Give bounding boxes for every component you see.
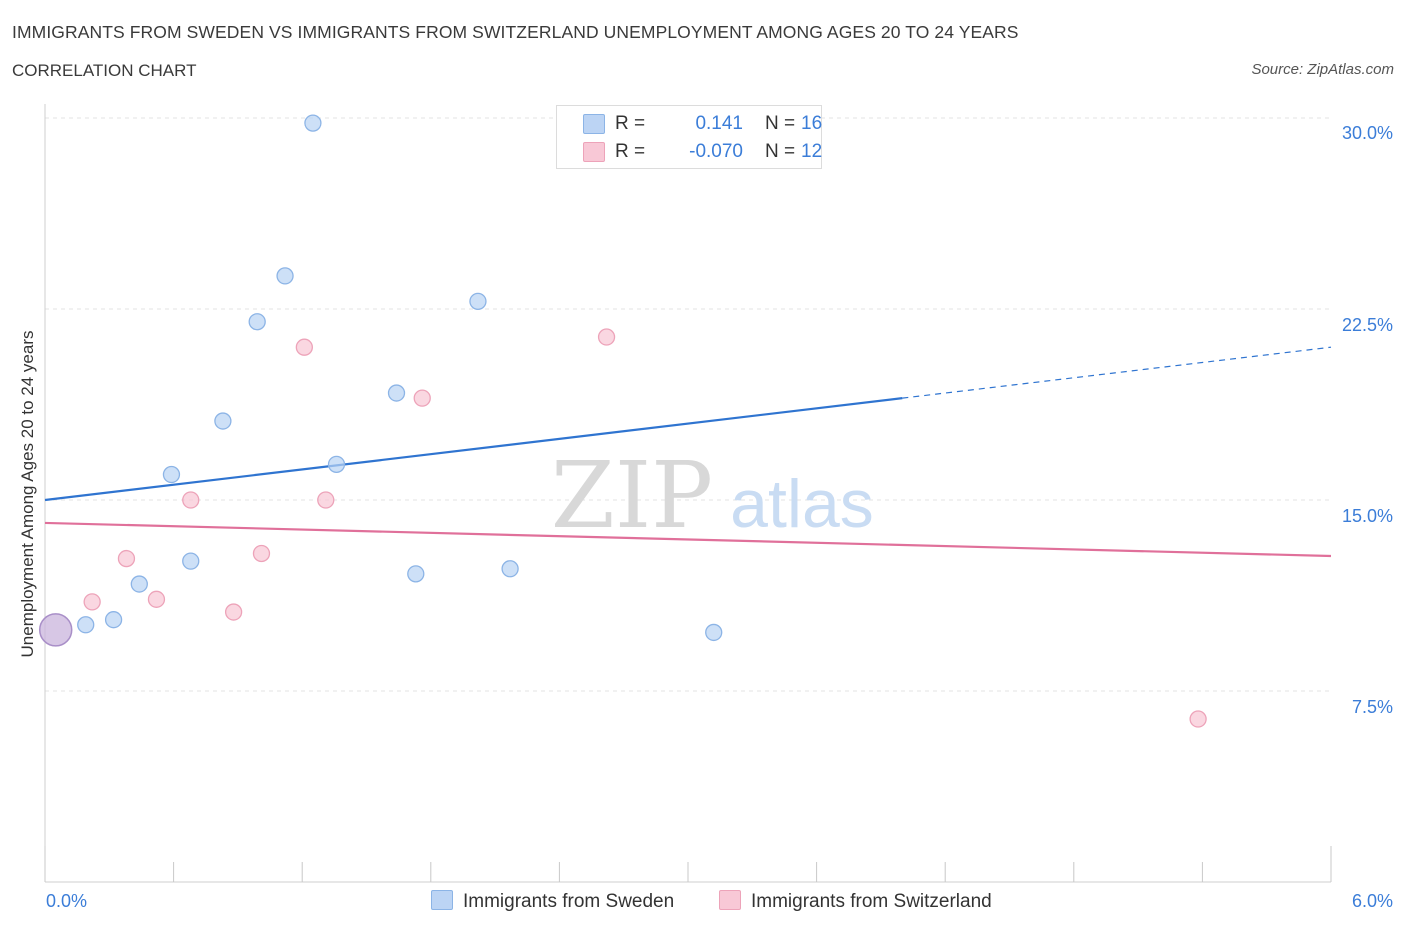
r-label: R = bbox=[615, 113, 646, 134]
sweden-trend-extension bbox=[902, 346, 1332, 399]
y-tick-label: 15.0% bbox=[1341, 506, 1393, 526]
watermark: ZIP atlas bbox=[551, 442, 874, 549]
switzerland-point bbox=[182, 491, 200, 509]
x-tick-label-min: 0.0% bbox=[46, 891, 88, 911]
sweden-point bbox=[387, 384, 406, 402]
switzerland-trend-line bbox=[44, 521, 1332, 558]
chart-title: IMMIGRANTS FROM SWEDEN VS IMMIGRANTS FRO… bbox=[12, 22, 1019, 42]
sweden-point bbox=[162, 465, 181, 484]
sweden-point bbox=[214, 412, 232, 430]
trend-lines bbox=[44, 346, 1332, 558]
sweden-point bbox=[182, 552, 200, 570]
switzerland-point bbox=[224, 603, 243, 621]
sweden-swatch bbox=[583, 114, 605, 134]
watermark-zip: ZIP bbox=[551, 442, 713, 549]
sweden-point bbox=[77, 616, 95, 634]
switzerland-point bbox=[317, 491, 335, 509]
n-value: 12 bbox=[801, 141, 823, 162]
chart-subtitle: CORRELATION CHART bbox=[12, 61, 197, 80]
sweden-point bbox=[130, 575, 148, 593]
r-value: -0.070 bbox=[689, 141, 743, 162]
switzerland-swatch bbox=[719, 890, 741, 910]
sweden-point bbox=[501, 560, 519, 578]
y-tick-label: 22.5% bbox=[1341, 315, 1393, 335]
n-label: N = bbox=[765, 113, 796, 134]
sweden-swatch bbox=[431, 890, 453, 910]
watermark-atlas: atlas bbox=[730, 466, 874, 542]
switzerland-point bbox=[147, 590, 166, 608]
sweden-point bbox=[276, 267, 294, 285]
sweden-point bbox=[104, 611, 123, 629]
switzerland-point bbox=[597, 328, 616, 346]
sweden-point bbox=[407, 565, 425, 583]
switzerland-point bbox=[295, 338, 313, 356]
sweden-point bbox=[304, 114, 322, 132]
legend-item-switzerland[interactable]: Immigrants from Switzerland bbox=[719, 890, 992, 913]
y-tick-label: 7.5% bbox=[1351, 697, 1393, 717]
sweden-point bbox=[248, 313, 266, 331]
sweden-trend-line bbox=[44, 397, 903, 502]
sweden-point bbox=[705, 623, 723, 642]
y-axis-label: Unemployment Among Ages 20 to 24 years bbox=[18, 330, 37, 658]
sweden-point bbox=[327, 455, 346, 473]
n-value: 16 bbox=[801, 113, 823, 134]
x-tick-label-max: 6.0% bbox=[1351, 891, 1393, 911]
y-tick-label: 30.0% bbox=[1341, 123, 1393, 143]
combined-point bbox=[38, 613, 73, 647]
correlation-legend: R = 0.141 N = 16 R = -0.070 N = 12 bbox=[556, 105, 822, 169]
source-credit: Source: ZipAtlas.com bbox=[1251, 61, 1394, 78]
axes bbox=[44, 104, 1332, 883]
r-value: 0.141 bbox=[695, 113, 743, 134]
sweden-point bbox=[469, 292, 487, 311]
switzerland-point bbox=[252, 544, 271, 563]
switzerland-swatch bbox=[583, 142, 605, 162]
switzerland-point bbox=[117, 549, 136, 568]
legend-label: Immigrants from Sweden bbox=[463, 891, 675, 912]
switzerland-point bbox=[413, 389, 431, 407]
legend-item-sweden[interactable]: Immigrants from Sweden bbox=[431, 890, 674, 913]
r-label: R = bbox=[615, 141, 646, 162]
n-label: N = bbox=[765, 141, 796, 162]
switzerland-point bbox=[1189, 710, 1207, 728]
legend-label: Immigrants from Switzerland bbox=[751, 891, 992, 912]
data-points bbox=[38, 114, 1207, 728]
switzerland-point bbox=[83, 593, 101, 611]
